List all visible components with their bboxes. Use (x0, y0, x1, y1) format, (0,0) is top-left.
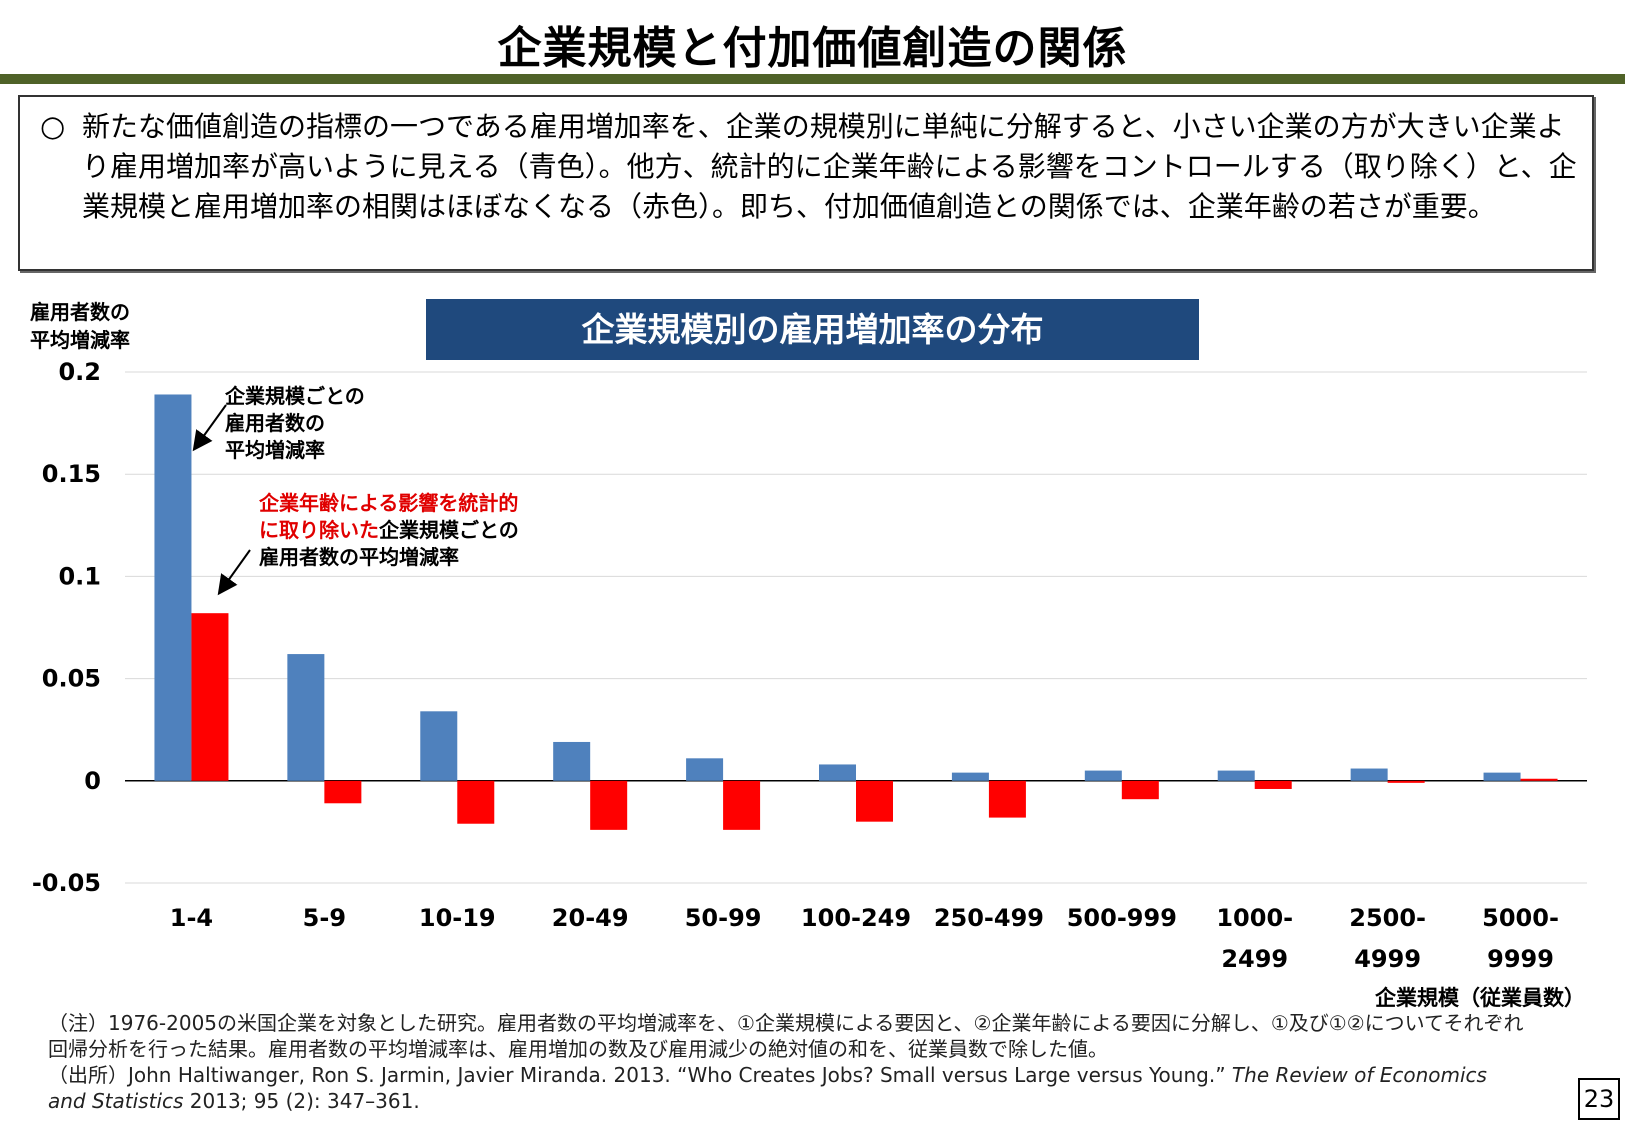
annotation-red: 企業年齢による影響を統計的 に取り除いた企業規模ごとの 雇用者数の平均増減率 (259, 490, 519, 571)
y-tick-label: 0.15 (42, 460, 101, 488)
x-tick-label-line: 250-499 (934, 904, 1044, 932)
x-tick-label-line: 1-4 (170, 904, 213, 932)
bar-red (457, 780, 495, 824)
y-axis-label: 雇用者数の 平均増減率 (30, 298, 180, 354)
y-axis-label-line1: 雇用者数の (30, 300, 130, 324)
x-tick-label-line: 9999 (1487, 945, 1554, 973)
title-rule (0, 74, 1625, 84)
annotation-blue-line2: 雇用者数の (225, 411, 325, 435)
source-prefix: （出所）John Haltiwanger, Ron S. Jarmin, Jav… (48, 1063, 1232, 1087)
bar-red (1520, 778, 1558, 781)
x-tick-label: 500-999 (1067, 904, 1177, 932)
x-tick-label: 250-499 (934, 904, 1044, 932)
annotation-arrow-red (217, 549, 251, 596)
x-tick-label-line: 1000- (1216, 904, 1293, 932)
annotation-blue-line1: 企業規模ごとの (225, 384, 365, 408)
annotation-red-line2: に取り除いた企業規模ごとの (259, 517, 519, 544)
bar-blue (951, 772, 989, 781)
page-number: 23 (1578, 1078, 1620, 1120)
footnote-note: （注）1976-2005の米国企業を対象とした研究。雇用者数の平均増減率を、①企… (48, 1011, 1524, 1061)
bar-red (1254, 780, 1292, 789)
x-tick-label-line: 2500- (1349, 904, 1426, 932)
source-journal: The Review of Economics and Statistics (48, 1063, 1487, 1113)
y-tick-label: -0.05 (32, 869, 101, 897)
bar-blue (1483, 772, 1521, 781)
annotation-red-line3: 雇用者数の平均増減率 (259, 545, 459, 569)
bar-blue (154, 394, 192, 781)
chart-title: 企業規模別の雇用増加率の分布 (426, 299, 1199, 360)
annotation-blue: 企業規模ごとの 雇用者数の 平均増減率 (225, 383, 365, 464)
bar-blue (1350, 768, 1388, 781)
x-tick-label-line: 50-99 (685, 904, 762, 932)
x-tick-label-line: 4999 (1354, 945, 1421, 973)
bar-blue (1217, 770, 1255, 781)
annotation-blue-line3: 平均増減率 (225, 438, 325, 462)
y-tick-label: 0 (84, 767, 101, 795)
bar-chart: 0.2 0.15 0.1 0.05 0 -0.05 1-4 5-9 10-19 20-49 50-9… (32, 358, 1587, 973)
bar-red (324, 780, 362, 804)
bar-blue (287, 654, 325, 781)
bar-red (723, 780, 761, 830)
bar-blue (686, 758, 724, 781)
x-axis-label: 企業規模（従業員数） (1375, 986, 1585, 1010)
bar-red (590, 780, 628, 830)
x-tick-label-line: 10-19 (419, 904, 496, 932)
bar-blue (1084, 770, 1122, 781)
x-tick-label: 5-9 (303, 904, 346, 932)
y-tick-label: 0.05 (42, 665, 101, 693)
x-tick-label: 100-249 (801, 904, 911, 932)
footnote-source: （出所）John Haltiwanger, Ron S. Jarmin, Jav… (48, 1062, 1528, 1114)
annotation-red-line2-red: に取り除いた (259, 518, 379, 542)
bar-red (1121, 780, 1159, 800)
summary-text: 新たな価値創造の指標の一つである雇用増加率を、企業の規模別に単純に分解すると、小… (82, 110, 1577, 223)
x-tick-label-line: 500-999 (1067, 904, 1177, 932)
summary-box: ○ 新たな価値創造の指標の一つである雇用増加率を、企業の規模別に単純に分解すると… (18, 95, 1594, 271)
annotation-red-line1: 企業年齢による影響を統計的 (259, 491, 519, 515)
x-tick-label-line: 5000- (1482, 904, 1559, 932)
y-axis-label-line2: 平均増減率 (30, 328, 130, 352)
x-tick-label: 1000- 2499 (1216, 904, 1293, 973)
footnote: （注）1976-2005の米国企業を対象とした研究。雇用者数の平均増減率を、①企… (48, 1010, 1528, 1114)
bar-red (1387, 780, 1425, 783)
x-tick-label-line: 2499 (1221, 945, 1288, 973)
page-title: 企業規模と付加価値創造の関係 (497, 23, 1128, 74)
x-tick-label: 1-4 (170, 904, 213, 932)
bar-blue (420, 711, 458, 781)
bar-blue (553, 741, 591, 781)
annotation-red-line2-black: 企業規模ごとの (379, 518, 519, 542)
source-suffix: 2013; 95 (2): 347–361. (183, 1089, 420, 1113)
x-tick-label: 10-19 (419, 904, 496, 932)
y-tick-label: 0.2 (58, 358, 101, 386)
summary-bullet: ○ (40, 109, 66, 143)
x-tick-label: 20-49 (552, 904, 629, 932)
x-tick-label-line: 5-9 (303, 904, 346, 932)
bar-red (191, 613, 229, 781)
bar-red (856, 780, 893, 822)
bar-blue (819, 764, 856, 781)
x-tick-label: 5000- 9999 (1482, 904, 1559, 973)
x-tick-label-line: 100-249 (801, 904, 911, 932)
x-tick-label-line: 20-49 (552, 904, 629, 932)
bar-red (988, 780, 1026, 818)
annotation-arrow-blue (192, 404, 227, 452)
y-tick-label: 0.1 (58, 562, 101, 590)
x-tick-label: 2500- 4999 (1349, 904, 1426, 973)
x-tick-label: 50-99 (685, 904, 762, 932)
